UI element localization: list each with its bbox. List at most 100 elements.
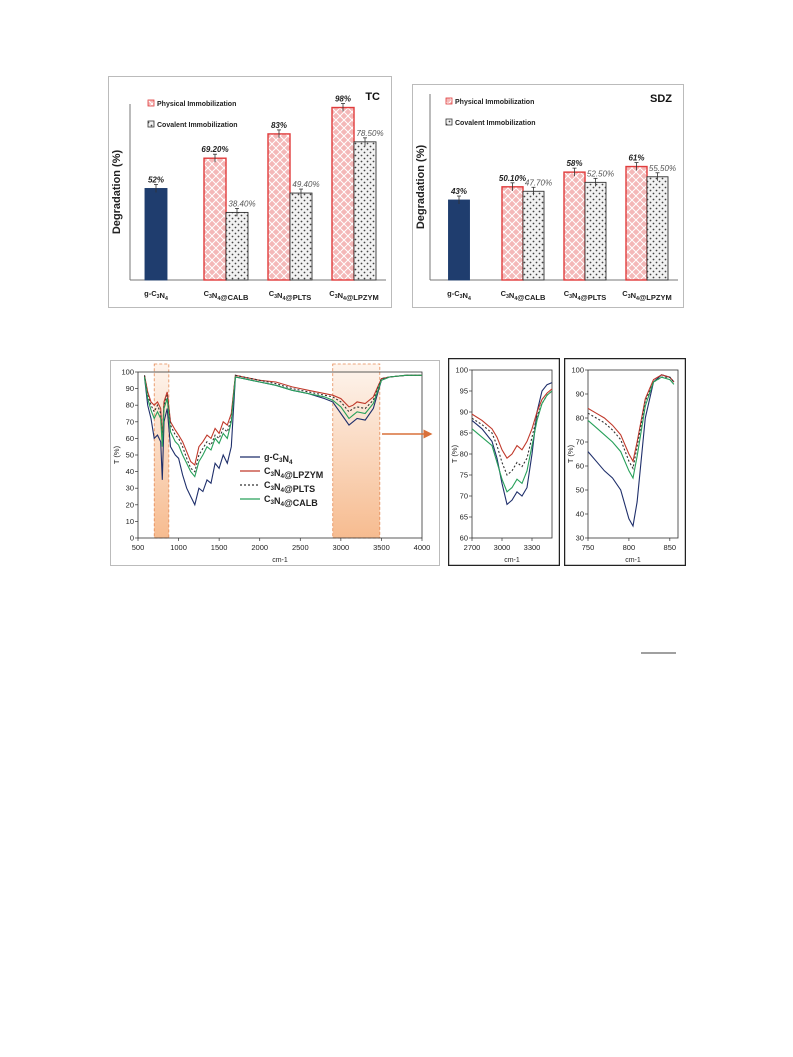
ftir-zoom-oh-chart: 2700 3000 3300 60 65 70 75 80 85 90 95 100 cm-1 T (%) [447,357,561,567]
y-tick-label: 70 [126,417,134,426]
x-tick-label: 1500 [211,543,228,552]
x-tick-label: 3000 [494,543,511,552]
legend-swatch-physical [147,99,155,107]
series-line-3 [471,390,553,493]
data-label-tc-1-physical: 69.20% [201,145,228,154]
x-tick-label: 2500 [292,543,309,552]
x-tick-label: 2000 [251,543,268,552]
bar-tc-3-physical [331,106,355,281]
y-axis-label: T (%) [450,444,459,463]
data-label-sdz-1-physical: 50.10% [499,174,526,183]
y-tick-label: 100 [121,368,134,377]
ftir-zoom-ring-panel: 750 800 850 30 40 50 60 70 80 90 100 cm-1 T (%) [563,357,687,567]
data-label-sdz-2-physical: 58% [566,159,582,168]
data-label-sdz-1-covalent: 47.70% [525,178,552,187]
y-tick-label: 50 [576,486,584,495]
x-tick-label: 850 [664,543,677,552]
tc-bar-chart: Degradation (%) TC Physical Immobilization… [108,76,392,308]
y-tick-label: 90 [126,384,134,393]
data-label-sdz-0-base: 43% [450,187,467,196]
bar-sdz-2-physical [563,171,586,281]
y-tick-label: 80 [460,450,468,459]
y-tick-label: 30 [576,534,584,543]
y-axis-label: Degradation (%) [111,149,123,234]
x-tick-label: 3300 [524,543,541,552]
category-label-0: g-C3N4 [144,289,168,302]
data-label-sdz-3-covalent: 55.50% [649,164,676,173]
bar-tc-2-covalent [289,192,313,281]
x-axis-label: cm-1 [504,557,520,564]
bar-tc-1-covalent [225,211,249,281]
bar-sdz-2-covalent [584,181,607,281]
x-axis-label: cm-1 [272,557,288,564]
y-tick-label: 30 [126,484,134,493]
chart-title: TC [365,91,380,103]
legend-label-1: C3N4@LPZYM [264,466,323,480]
y-axis-label: Degradation (%) [415,144,427,229]
bar-tc-1-physical [203,157,227,281]
data-label-tc-2-covalent: 49.40% [292,180,319,189]
tc-bar-chart-panel: Degradation (%) TC Physical Immobilization… [108,76,392,308]
category-label-2: C3N4@PLTS [564,289,607,302]
y-tick-label: 80 [576,414,584,423]
x-tick-label: 750 [582,543,595,552]
plot-area [587,369,679,539]
bar-sdz-0-base [448,199,470,281]
category-label-3: C3N4@LPZYM [622,289,671,302]
x-tick-label: 500 [132,543,145,552]
series-line-0 [143,374,422,507]
y-tick-label: 100 [571,366,584,375]
category-label-1: C3N4@CALB [204,289,249,302]
data-label-tc-1-covalent: 38.40% [228,199,255,208]
sdz-bar-chart-panel: Degradation (%) SDZ Physical Immobilizatio… [412,84,684,308]
x-tick-label: 1000 [170,543,187,552]
y-tick-label: 95 [460,387,468,396]
legend-label-3: C3N4@CALB [264,494,318,508]
series-line-2 [471,390,553,476]
x-tick-label: 3000 [333,543,350,552]
y-tick-label: 60 [460,534,468,543]
ftir-zoom-oh-panel: 2700 3000 3300 60 65 70 75 80 85 90 95 100 cm-1 T (%) [447,357,561,567]
highlight-region-1 [332,363,381,539]
x-tick-label: 2700 [464,543,481,552]
y-tick-label: 90 [576,390,584,399]
y-tick-label: 65 [460,513,468,522]
y-tick-label: 70 [576,438,584,447]
ftir-full-spectrum-panel: 500 1000 1500 2000 2500 3000 3500 4000 0 10 20 30 40… [110,360,440,566]
y-tick-label: 0 [130,534,134,543]
chart-title: SDZ [650,93,672,105]
legend-label-0: g-C3N4 [264,452,293,466]
data-label-sdz-3-physical: 61% [628,154,644,163]
legend-swatch-physical [445,97,453,105]
y-tick-label: 100 [455,366,468,375]
y-tick-label: 60 [576,462,584,471]
data-label-tc-3-physical: 98% [335,95,351,104]
data-label-tc-0-base: 52% [148,175,164,184]
y-tick-label: 60 [126,434,134,443]
legend-label-covalent: Covalent Immobilization [455,120,536,127]
bar-sdz-3-physical [625,165,648,281]
x-tick-label: 3500 [373,543,390,552]
y-tick-label: 75 [460,471,468,480]
x-tick-label: 4000 [414,543,431,552]
bar-sdz-1-covalent [522,190,545,281]
x-axis-label: cm-1 [625,557,641,564]
y-tick-label: 80 [126,401,134,410]
category-label-1: C3N4@CALB [501,289,546,302]
y-tick-label: 85 [460,429,468,438]
category-label-3: C3N4@LPZYM [329,289,378,302]
y-tick-label: 40 [126,467,134,476]
bar-tc-0-base [144,188,168,281]
y-axis-label: T (%) [112,445,121,464]
bar-tc-2-physical [267,133,291,281]
y-tick-label: 90 [460,408,468,417]
legend-label-physical: Physical Immobilization [455,99,534,106]
series-line-1 [143,374,422,466]
series-line-1 [471,388,553,460]
series-line-0 [471,382,553,506]
ftir-zoom-ring-chart: 750 800 850 30 40 50 60 70 80 90 100 cm-1 T (%) [563,357,687,567]
y-axis-label: T (%) [566,444,575,463]
sdz-bar-chart: Degradation (%) SDZ Physical Immobilizatio… [412,84,684,308]
y-tick-label: 70 [460,492,468,501]
series-line-1 [587,374,675,463]
